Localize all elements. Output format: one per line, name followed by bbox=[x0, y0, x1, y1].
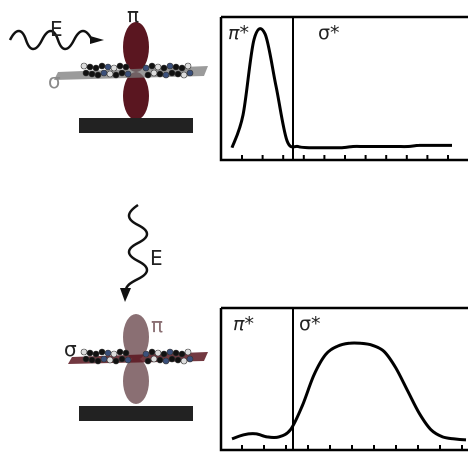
top-molecule bbox=[80, 62, 194, 79]
atom bbox=[142, 64, 150, 72]
atom bbox=[110, 350, 118, 358]
atom bbox=[112, 71, 120, 79]
atom bbox=[86, 63, 94, 71]
atom bbox=[82, 355, 90, 363]
atom bbox=[150, 355, 158, 363]
top-spectrum-curve bbox=[230, 27, 452, 150]
atom bbox=[172, 63, 180, 71]
atom bbox=[106, 70, 114, 78]
atom bbox=[186, 69, 194, 77]
bottom-illustration: E π σ bbox=[64, 203, 208, 421]
atom bbox=[168, 69, 176, 77]
atom bbox=[168, 355, 176, 363]
top-plot-ticks bbox=[241, 155, 449, 160]
bottom-incident-wave bbox=[124, 203, 149, 291]
bottom-plot-pi-star-label: π* bbox=[233, 313, 254, 335]
atom bbox=[184, 62, 192, 70]
bottom-pi-label: π bbox=[151, 313, 163, 337]
top-spectrum-plot: π* σ* bbox=[219, 15, 468, 162]
top-incident-wave bbox=[8, 29, 94, 51]
top-pi-label: π bbox=[127, 3, 139, 27]
atom bbox=[116, 62, 124, 70]
atom bbox=[100, 355, 108, 363]
atom bbox=[110, 64, 118, 72]
top-pi-orbital-lower bbox=[123, 72, 149, 120]
atom bbox=[148, 348, 156, 356]
atom bbox=[184, 348, 192, 356]
top-plot-pi-star-label: π* bbox=[228, 22, 249, 44]
atom bbox=[186, 355, 194, 363]
atom bbox=[106, 356, 114, 364]
top-e-label: E bbox=[50, 17, 63, 41]
bottom-spectrum-plot: π* σ* bbox=[219, 306, 468, 452]
bottom-plot-sigma-star-label: σ* bbox=[299, 313, 321, 335]
atom bbox=[92, 350, 100, 358]
atom bbox=[150, 69, 158, 77]
atom bbox=[180, 357, 188, 365]
atom bbox=[160, 350, 168, 358]
top-substrate bbox=[79, 118, 193, 133]
atom bbox=[156, 70, 164, 78]
atom bbox=[88, 356, 96, 364]
atom bbox=[86, 349, 94, 357]
atom bbox=[148, 62, 156, 70]
atom bbox=[174, 70, 182, 78]
atom bbox=[82, 69, 90, 77]
atom bbox=[98, 348, 106, 356]
atom bbox=[80, 62, 88, 70]
atom bbox=[94, 71, 102, 79]
atom bbox=[80, 348, 88, 356]
atom bbox=[122, 63, 130, 71]
atom bbox=[154, 349, 162, 357]
atom bbox=[124, 356, 132, 364]
atom bbox=[92, 64, 100, 72]
atom bbox=[178, 64, 186, 72]
bottom-pi-orbital-upper bbox=[123, 314, 149, 360]
atom bbox=[142, 350, 150, 358]
atom bbox=[94, 357, 102, 365]
bottom-spectrum-curve bbox=[231, 341, 467, 442]
atom bbox=[156, 356, 164, 364]
bottom-substrate bbox=[79, 406, 193, 421]
top-pi-orbital-upper bbox=[123, 22, 149, 72]
bottom-plot-ticks bbox=[241, 445, 463, 450]
atom bbox=[118, 69, 126, 77]
atom bbox=[166, 62, 174, 70]
bottom-e-label: E bbox=[150, 246, 163, 270]
atom bbox=[124, 70, 132, 78]
bottom-wave-arrowhead bbox=[120, 288, 131, 302]
atom bbox=[116, 348, 124, 356]
atom bbox=[104, 349, 112, 357]
atom bbox=[180, 71, 188, 79]
atom bbox=[154, 63, 162, 71]
atom bbox=[88, 70, 96, 78]
bottom-sigma-label: σ bbox=[64, 337, 77, 361]
atom bbox=[166, 348, 174, 356]
bottom-molecule bbox=[80, 348, 194, 365]
bottom-pi-orbital-lower bbox=[123, 358, 149, 404]
atom bbox=[144, 357, 152, 365]
atom bbox=[162, 71, 170, 79]
top-plot-frame bbox=[219, 15, 468, 162]
atom bbox=[104, 63, 112, 71]
atom bbox=[172, 349, 180, 357]
top-sigma-label: σ bbox=[48, 69, 61, 93]
top-illustration: E π σ bbox=[8, 3, 208, 133]
atom bbox=[118, 355, 126, 363]
top-wave-arrowhead bbox=[90, 36, 104, 44]
atom bbox=[100, 69, 108, 77]
top-plot-sigma-star-label: σ* bbox=[318, 22, 340, 44]
atom bbox=[122, 349, 130, 357]
bottom-plot-frame bbox=[219, 306, 468, 452]
atom bbox=[160, 64, 168, 72]
atom bbox=[178, 350, 186, 358]
atom bbox=[174, 356, 182, 364]
atom bbox=[144, 71, 152, 79]
atom bbox=[162, 357, 170, 365]
atom bbox=[98, 62, 106, 70]
atom bbox=[112, 357, 120, 365]
